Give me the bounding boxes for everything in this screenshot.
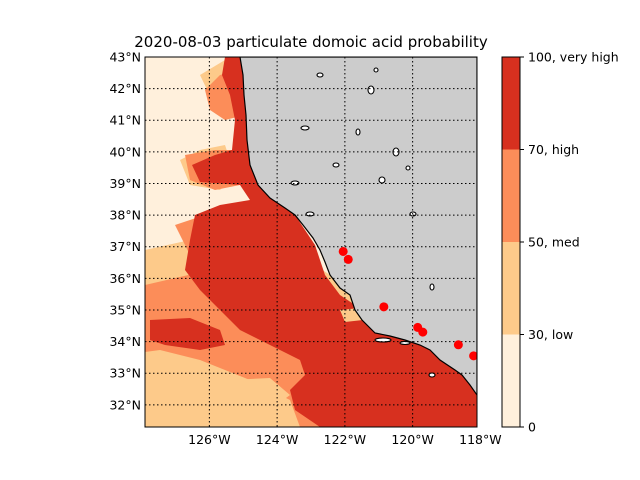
island-shape (332, 162, 340, 168)
island-shape (355, 128, 361, 136)
lat-tick-label: 42°N (109, 81, 141, 96)
island-shape (305, 211, 315, 217)
longitude-ticks: 126°W 124°W 122°W 120°W 118°W (188, 432, 501, 447)
colorbar-segment (502, 57, 520, 150)
colorbar: 0 30, low 50, med 70, high 100, very high (501, 50, 619, 435)
lon-tick-label: 122°W (324, 432, 366, 447)
colorbar-tick-label: 70, high (528, 142, 579, 157)
colorbar-segment (502, 242, 520, 335)
colorbar-segment (502, 149, 520, 242)
lon-tick-label: 120°W (391, 432, 433, 447)
lat-tick-label: 33°N (109, 366, 141, 381)
colorbar-segment (502, 334, 520, 427)
colorbar-tick-label: 0 (528, 420, 536, 435)
ocean-very-high-region (150, 57, 477, 427)
lat-tick-label: 37°N (109, 239, 141, 254)
observation-point (453, 340, 463, 350)
observation-point (338, 246, 348, 256)
lat-tick-label: 36°N (109, 271, 141, 286)
lat-tick-label: 39°N (109, 176, 141, 191)
observation-point (418, 327, 428, 337)
lat-tick-label: 34°N (109, 334, 141, 349)
map-frame (144, 56, 478, 428)
lat-tick-label: 32°N (109, 397, 141, 412)
lat-tick-label: 41°N (109, 113, 141, 128)
lon-tick-label: 124°W (256, 432, 298, 447)
graticule (145, 57, 477, 427)
colorbar-tick-label: 30, low (528, 327, 573, 342)
observation-point (469, 351, 477, 361)
lat-tick-label: 40°N (109, 144, 141, 159)
map-area (145, 57, 477, 427)
island-shape (405, 165, 411, 171)
latitude-ticks: 32°N 33°N 34°N 35°N 36°N 37°N 38°N 39°N 40°N 41°N… (109, 50, 141, 413)
lon-tick-label: 126°W (188, 432, 230, 447)
lat-tick-label: 38°N (109, 208, 141, 223)
island-shape (290, 180, 300, 186)
lat-tick-label: 43°N (109, 50, 141, 65)
observation-points (338, 246, 477, 361)
island-shape (300, 125, 310, 131)
land-mass (239, 57, 477, 397)
island-shape (316, 72, 324, 78)
observation-point (343, 254, 353, 264)
lon-tick-label: 118°W (459, 432, 501, 447)
observation-point (379, 302, 389, 312)
island-shape (367, 85, 375, 95)
colorbar-tick-label: 100, very high (528, 50, 619, 65)
island-shape (428, 372, 436, 378)
map-title: 2020-08-03 particulate domoic acid proba… (134, 33, 488, 51)
island-shape (429, 283, 435, 291)
lat-tick-label: 35°N (109, 302, 141, 317)
island-shape (374, 337, 392, 343)
island-shape (378, 176, 386, 184)
islands (290, 67, 436, 378)
ocean-med-pocket (230, 308, 363, 410)
colorbar-tick-label: 50, med (528, 235, 580, 250)
island-shape (373, 67, 379, 73)
